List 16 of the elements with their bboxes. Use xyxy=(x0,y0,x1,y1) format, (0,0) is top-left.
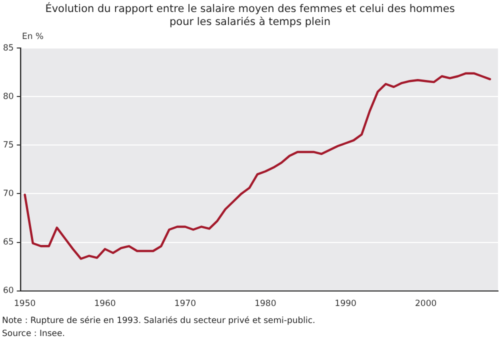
x-tick-label: 2000 xyxy=(415,299,437,310)
y-tick-label: 75 xyxy=(2,140,14,150)
y-tick-label: 70 xyxy=(2,188,14,199)
x-tick-label: 1980 xyxy=(254,299,276,310)
y-tick-label: 80 xyxy=(2,92,14,102)
y-axis-title: En % xyxy=(22,32,44,42)
y-tick-label: 85 xyxy=(2,43,14,54)
source-note: Source : Insee. xyxy=(2,329,65,339)
chart-title: Évolution du rapport entre le salaire moyen des femmes et celui des hommes pour les salariés à temps plein xyxy=(44,3,456,29)
x-tick-label: 1990 xyxy=(334,299,356,310)
x-tick-label: 1960 xyxy=(94,299,116,310)
y-tick-label: 65 xyxy=(2,237,14,248)
y-tick-label: 60 xyxy=(2,286,14,296)
text: Note : Rupture de série en 1993. Salariés du secteur privé et semi-public. xyxy=(2,316,316,326)
x-tick-label: 1950 xyxy=(14,299,36,310)
x-tick-label: 1970 xyxy=(174,299,196,310)
